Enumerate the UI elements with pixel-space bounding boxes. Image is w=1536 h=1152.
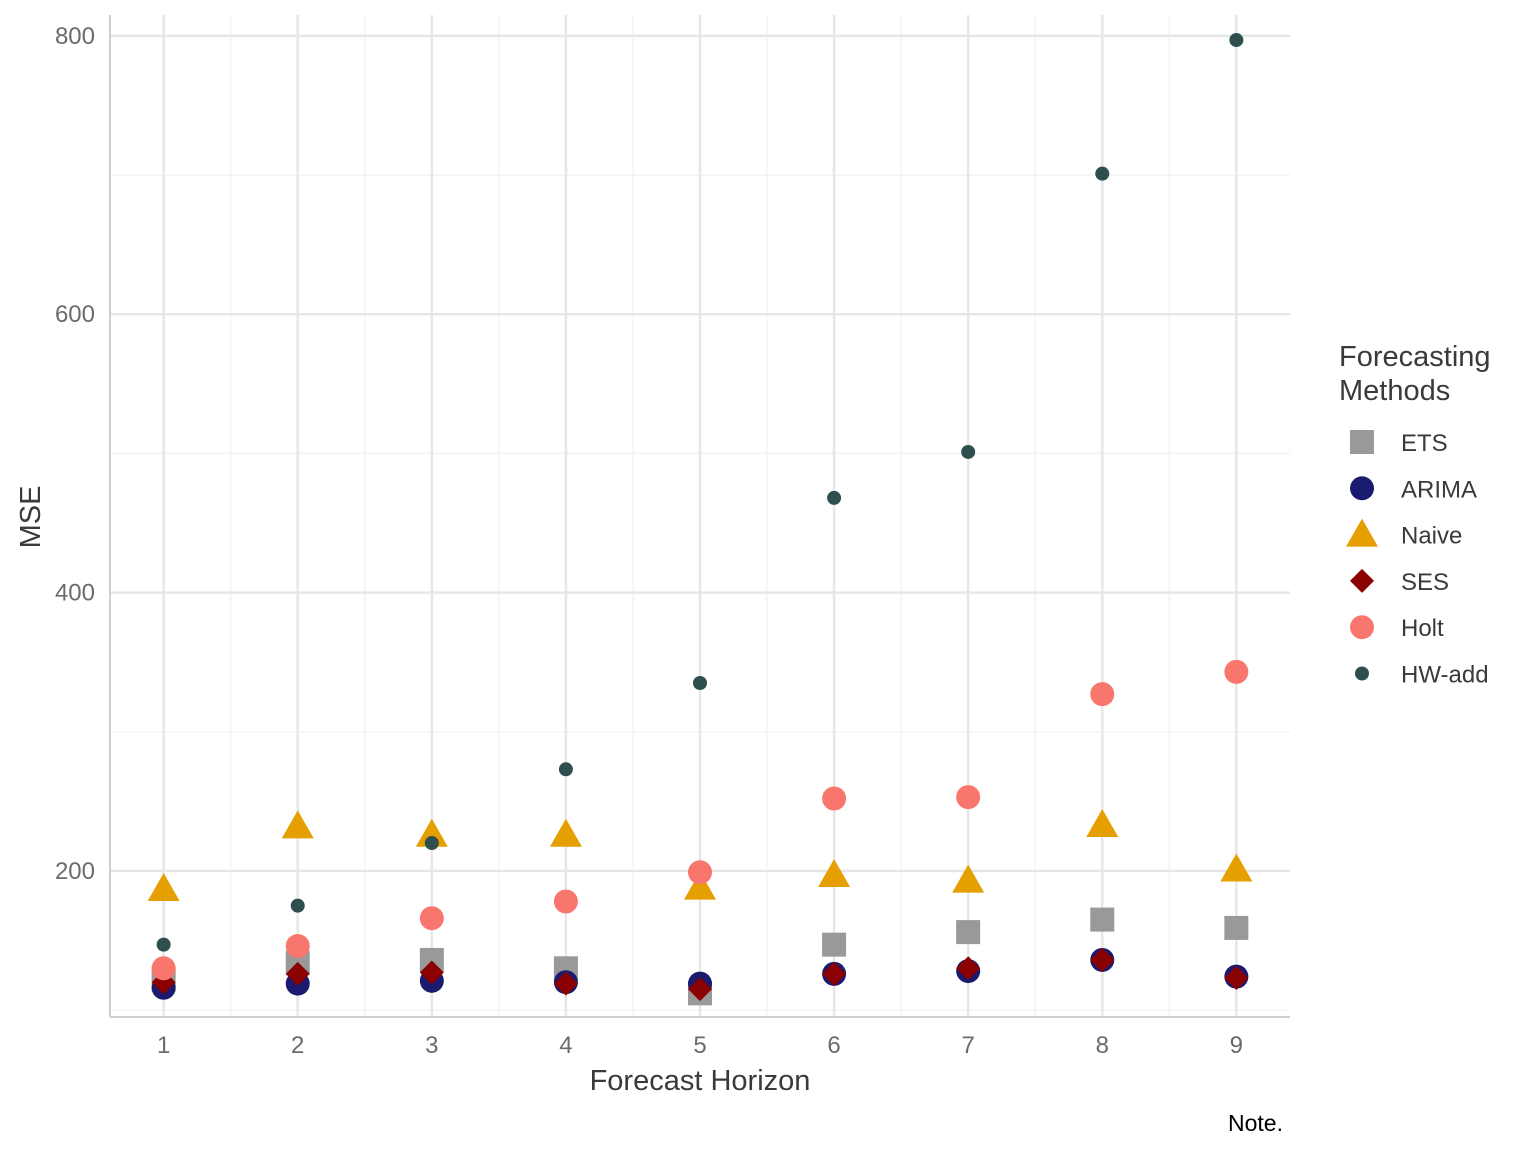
- point-holt: [956, 785, 981, 810]
- legend-title-line-1: Forecasting: [1339, 341, 1491, 373]
- series-ses: [151, 947, 1249, 1002]
- legend-key-hw-add: [1355, 666, 1369, 681]
- x-tick-labels: 1 2 3 4 5 6 7 8 9: [157, 1032, 1243, 1059]
- point-holt: [1224, 659, 1249, 684]
- point-holt: [419, 906, 444, 931]
- x-tick-label: 2: [291, 1032, 304, 1059]
- legend-label-naive: Naive: [1401, 523, 1462, 550]
- point-naive: [281, 810, 314, 839]
- point-hw-add: [1095, 166, 1110, 181]
- point-hw-add: [424, 836, 439, 851]
- point-hw-add: [156, 937, 171, 952]
- point-ses: [1090, 947, 1115, 972]
- y-tick-label: 600: [55, 301, 95, 328]
- series-naive: [147, 808, 1253, 901]
- data-points: [147, 33, 1253, 1006]
- point-holt: [688, 860, 712, 885]
- point-hw-add: [693, 676, 707, 690]
- point-hw-add: [558, 762, 573, 777]
- point-naive: [415, 818, 448, 847]
- legend-label-hw-add: HW-add: [1401, 662, 1489, 689]
- legend-key-naive: [1346, 518, 1378, 547]
- axes: [109, 15, 1290, 1018]
- point-naive: [1220, 853, 1253, 882]
- legend-key-ets: [1350, 430, 1374, 454]
- y-tick-label: 800: [55, 23, 95, 50]
- point-holt: [285, 934, 310, 959]
- point-ets: [822, 932, 847, 957]
- x-tick-label: 7: [962, 1032, 975, 1059]
- y-tick-label: 400: [55, 580, 95, 607]
- y-tick-label: 200: [55, 858, 95, 885]
- legend-items: ETS ARIMA Naive SES Holt HW-add: [1346, 430, 1489, 689]
- point-holt: [1090, 682, 1115, 707]
- legend-label-ets: ETS: [1401, 430, 1448, 457]
- point-hw-add: [827, 490, 842, 505]
- legend: Forecasting Methods ETS ARIMA Naive SES Holt…: [1339, 341, 1491, 689]
- point-holt: [822, 786, 847, 811]
- x-tick-label: 6: [827, 1032, 840, 1059]
- x-axis-title: Forecast Horizon: [590, 1065, 811, 1097]
- point-hw-add: [961, 444, 976, 459]
- legend-label-ses: SES: [1401, 569, 1449, 596]
- point-ses: [822, 961, 847, 986]
- point-naive: [952, 864, 985, 893]
- legend-label-holt: Holt: [1401, 615, 1444, 642]
- legend-key-arima: [1350, 476, 1374, 501]
- legend-label-arima: ARIMA: [1401, 476, 1477, 503]
- point-holt: [553, 889, 578, 914]
- point-hw-add: [1229, 33, 1244, 48]
- point-naive: [684, 871, 716, 900]
- point-naive: [147, 872, 180, 901]
- point-ets: [956, 920, 981, 945]
- point-hw-add: [290, 898, 305, 913]
- point-ses: [419, 960, 444, 985]
- y-axis-title: MSE: [15, 486, 47, 549]
- legend-key-ses: [1350, 568, 1374, 593]
- x-tick-label: 1: [157, 1032, 170, 1059]
- x-tick-label: 8: [1096, 1032, 1109, 1059]
- point-holt: [151, 956, 176, 981]
- point-ets: [1090, 907, 1115, 932]
- x-tick-label: 4: [559, 1032, 572, 1059]
- series-hw-add: [156, 33, 1244, 952]
- point-ets: [1224, 915, 1249, 940]
- point-naive: [1086, 808, 1119, 837]
- x-tick-label: 5: [693, 1032, 706, 1059]
- point-ses: [285, 961, 310, 986]
- x-tick-label: 3: [425, 1032, 438, 1059]
- x-tick-label: 9: [1230, 1032, 1243, 1059]
- series-holt: [151, 659, 1249, 981]
- point-ses: [956, 956, 981, 981]
- point-naive: [818, 859, 851, 888]
- caption-note: Note.: [1228, 1110, 1283, 1136]
- legend-key-holt: [1350, 615, 1374, 640]
- point-ses: [553, 971, 578, 996]
- y-tick-labels: 200 400 600 800: [55, 23, 95, 885]
- point-ses: [1224, 966, 1249, 991]
- point-naive: [549, 818, 582, 847]
- point-ses: [688, 977, 712, 1002]
- legend-title-line-2: Methods: [1339, 375, 1450, 407]
